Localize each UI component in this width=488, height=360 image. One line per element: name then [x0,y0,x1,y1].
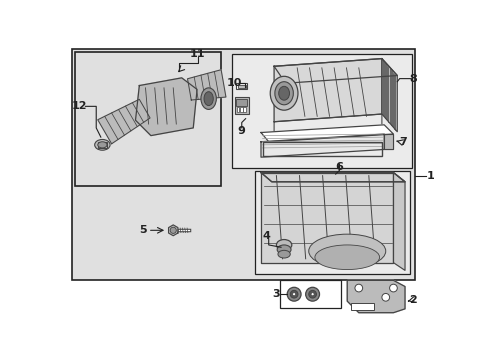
Ellipse shape [292,293,295,296]
Ellipse shape [203,92,213,105]
Bar [236,99,246,106]
Text: 5: 5 [139,225,147,235]
Bar [236,83,246,89]
Ellipse shape [277,250,290,258]
Polygon shape [274,59,396,83]
Polygon shape [393,172,404,270]
Ellipse shape [95,139,110,150]
Ellipse shape [308,234,385,268]
Ellipse shape [201,88,216,109]
Bar [238,85,245,88]
Ellipse shape [277,245,290,254]
Ellipse shape [314,245,379,270]
Ellipse shape [389,284,396,292]
Text: 4: 4 [262,231,270,241]
Polygon shape [381,59,396,132]
Polygon shape [98,99,150,144]
Polygon shape [168,225,178,236]
Text: 6: 6 [335,162,343,172]
Bar [280,280,341,308]
Bar [240,107,242,112]
Ellipse shape [354,284,362,292]
Polygon shape [261,125,393,142]
Ellipse shape [278,86,289,100]
Text: 11: 11 [190,49,205,59]
Bar [263,142,381,156]
Text: 9: 9 [237,126,245,136]
Ellipse shape [381,293,389,301]
Text: 12: 12 [71,101,87,111]
Bar [279,245,288,254]
Bar [231,54,411,168]
Bar [234,97,248,114]
Polygon shape [261,134,384,157]
Text: 2: 2 [409,295,416,305]
Polygon shape [261,172,393,263]
Ellipse shape [286,287,301,301]
Bar [72,49,414,280]
Bar [350,303,373,310]
Bar [243,107,245,112]
Ellipse shape [170,227,176,233]
Ellipse shape [98,142,107,148]
Bar [254,171,409,274]
Ellipse shape [310,293,313,296]
Text: 8: 8 [409,73,416,84]
Polygon shape [135,78,197,136]
Text: 7: 7 [398,137,406,147]
Bar [75,53,221,186]
Text: 10: 10 [226,78,241,88]
Ellipse shape [290,291,297,298]
Polygon shape [384,134,393,149]
Ellipse shape [274,82,293,105]
Text: 1: 1 [426,171,433,181]
Bar [237,107,239,112]
Polygon shape [274,59,381,122]
Ellipse shape [276,239,291,250]
Polygon shape [261,172,404,182]
Text: 3: 3 [272,289,280,299]
Ellipse shape [308,291,316,298]
Bar [98,142,107,148]
Polygon shape [346,280,404,313]
Ellipse shape [305,287,319,301]
Ellipse shape [270,76,297,110]
Polygon shape [187,70,225,100]
